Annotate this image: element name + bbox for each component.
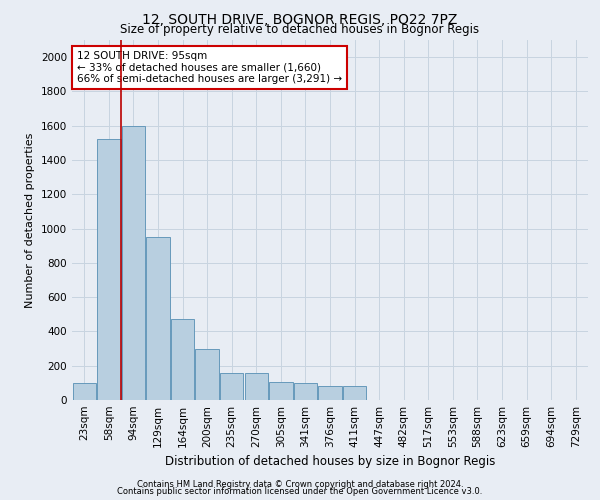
Bar [294, 383, 317, 400]
Bar [220, 372, 244, 400]
Bar [196, 348, 219, 400]
Bar [171, 320, 194, 400]
Bar [269, 382, 293, 400]
Text: Contains public sector information licensed under the Open Government Licence v3: Contains public sector information licen… [118, 487, 482, 496]
Bar [146, 237, 170, 400]
Text: 12, SOUTH DRIVE, BOGNOR REGIS, PO22 7PZ: 12, SOUTH DRIVE, BOGNOR REGIS, PO22 7PZ [142, 12, 458, 26]
Bar [245, 372, 268, 400]
Text: Contains HM Land Registry data © Crown copyright and database right 2024.: Contains HM Land Registry data © Crown c… [137, 480, 463, 489]
Text: 12 SOUTH DRIVE: 95sqm
← 33% of detached houses are smaller (1,660)
66% of semi-d: 12 SOUTH DRIVE: 95sqm ← 33% of detached … [77, 51, 342, 84]
Bar [319, 386, 341, 400]
Bar [73, 383, 96, 400]
Y-axis label: Number of detached properties: Number of detached properties [25, 132, 35, 308]
Bar [343, 386, 366, 400]
Bar [122, 126, 145, 400]
Bar [97, 140, 121, 400]
Text: Size of property relative to detached houses in Bognor Regis: Size of property relative to detached ho… [121, 22, 479, 36]
X-axis label: Distribution of detached houses by size in Bognor Regis: Distribution of detached houses by size … [165, 456, 495, 468]
